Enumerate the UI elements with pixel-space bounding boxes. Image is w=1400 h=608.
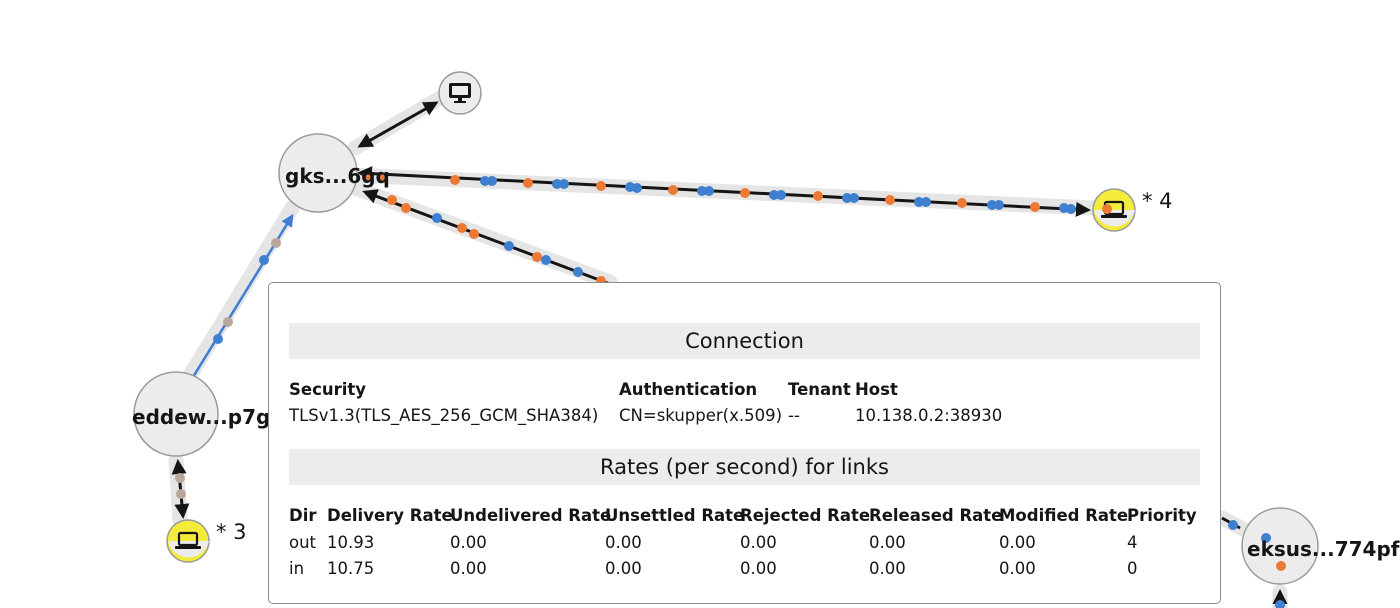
row-in-undelivered: 0.00 <box>450 559 487 578</box>
rates-header-unsettled: Unsettled Rate <box>605 506 745 525</box>
link-gke-monitor[interactable] <box>357 101 439 148</box>
header-authentication: Authentication <box>619 380 758 399</box>
rates-header-priority: Priority <box>1127 506 1197 525</box>
header-security: Security <box>289 380 367 399</box>
row-in-delivery: 10.75 <box>327 559 375 578</box>
rates-header-modified: Modified Rate <box>999 506 1129 525</box>
monitor-icon <box>449 83 471 103</box>
console-node[interactable] <box>438 71 482 115</box>
value-host: 10.138.0.2:38930 <box>855 406 1003 425</box>
value-tenant: -- <box>788 406 800 425</box>
rates-section-title: Rates (per second) for links <box>289 449 1200 485</box>
row-out-unsettled: 0.00 <box>605 533 642 552</box>
header-tenant: Tenant <box>788 380 851 399</box>
row-in-modified: 0.00 <box>999 559 1036 578</box>
client-count-right: * 4 <box>1142 189 1173 213</box>
client-node-right[interactable] <box>1092 188 1136 232</box>
value-security: TLSv1.3(TLS_AES_256_GCM_SHA384) <box>289 406 599 425</box>
row-out-dir: out <box>289 533 317 552</box>
client-count-left: * 3 <box>216 520 247 544</box>
link-edge-client-left[interactable] <box>171 459 190 519</box>
header-host: Host <box>855 380 898 399</box>
link-gke-client-right[interactable] <box>357 166 1091 217</box>
router-node-edge[interactable]: eddew...p7g <box>132 371 270 457</box>
client-node-left[interactable] <box>166 519 210 563</box>
router-node-eks[interactable]: eksus...774pf <box>1241 507 1400 585</box>
row-out-undelivered: 0.00 <box>450 533 487 552</box>
connection-popup: Connection Security Authentication Tenan… <box>268 282 1221 604</box>
rates-header-rejected: Rejected Rate <box>740 506 871 525</box>
row-in-released: 0.00 <box>869 559 906 578</box>
row-out-modified: 0.00 <box>999 533 1036 552</box>
rates-header-dir: Dir <box>289 506 317 525</box>
rates-header-delivery: Delivery Rate <box>327 506 453 525</box>
row-in-unsettled: 0.00 <box>605 559 642 578</box>
row-out-released: 0.00 <box>869 533 906 552</box>
row-out-priority: 4 <box>1127 533 1138 552</box>
row-out-delivery: 10.93 <box>327 533 375 552</box>
row-in-rejected: 0.00 <box>740 559 777 578</box>
row-in-priority: 0 <box>1127 559 1138 578</box>
connection-section-title: Connection <box>289 323 1200 359</box>
router-label-edge: eddew...p7g <box>132 405 270 429</box>
router-label-eks: eksus...774pf <box>1247 537 1400 561</box>
rates-header-undelivered: Undelivered Rate <box>450 506 612 525</box>
value-authentication: CN=skupper(x.509) <box>619 406 783 425</box>
row-out-rejected: 0.00 <box>740 533 777 552</box>
row-in-dir: in <box>289 559 305 578</box>
rates-header-released: Released Rate <box>869 506 1003 525</box>
laptop-icon <box>175 531 201 549</box>
router-node-gke[interactable]: gks...6gq <box>278 133 390 213</box>
router-label-gke: gks...6gq <box>285 164 390 188</box>
